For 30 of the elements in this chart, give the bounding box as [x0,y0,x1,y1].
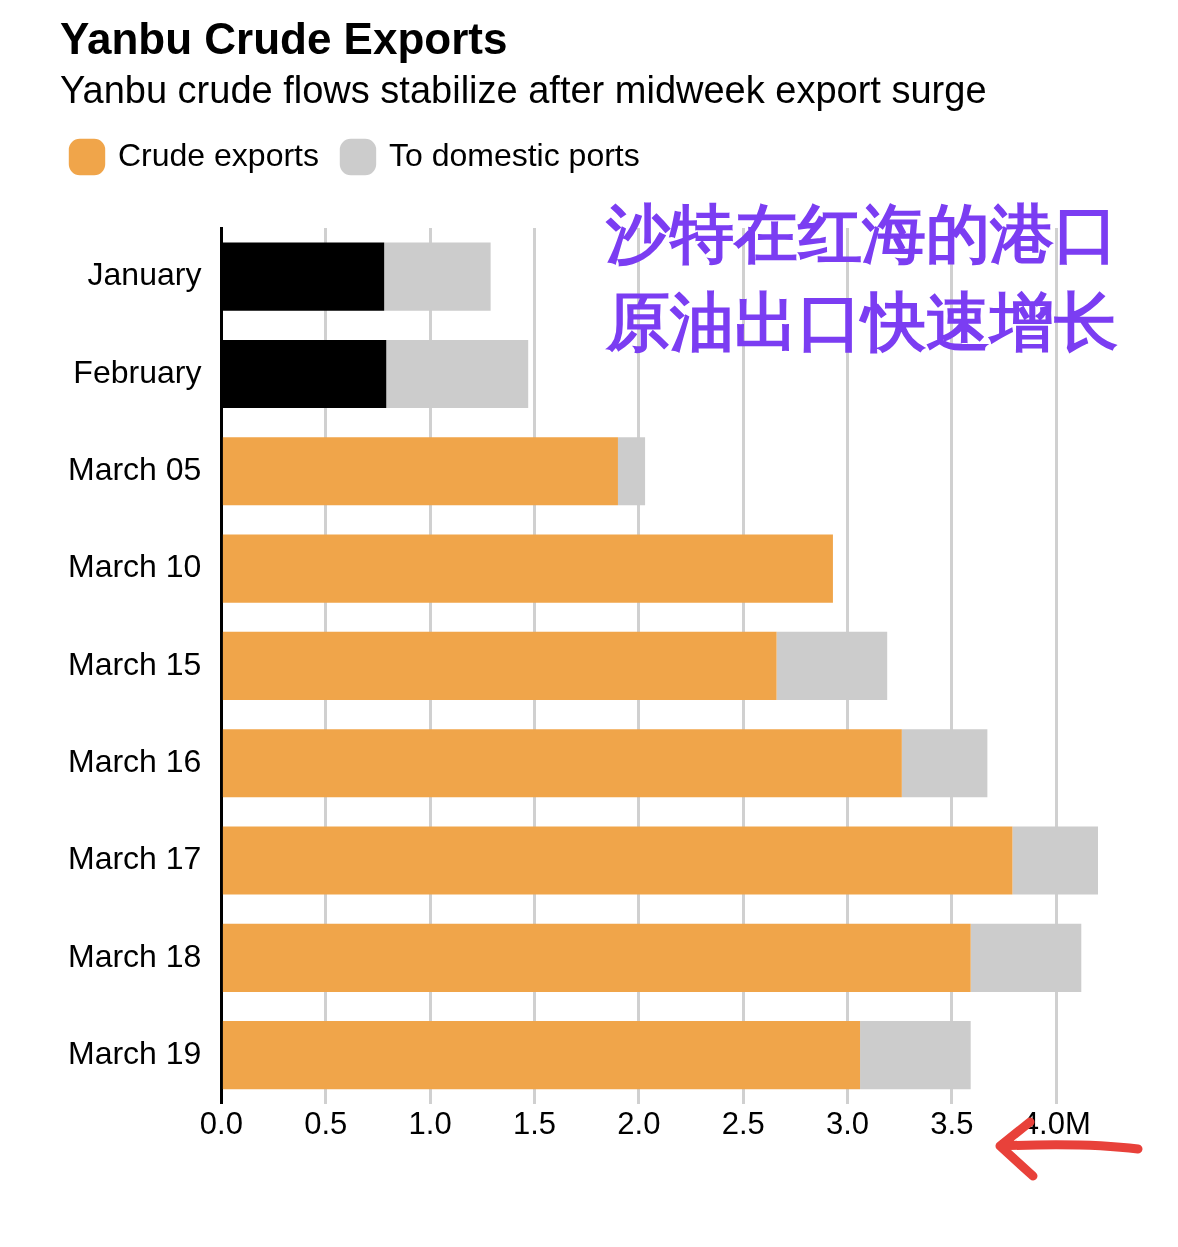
bar [222,437,618,506]
x-tick-label: 0.5 [304,1106,348,1142]
x-tick-label: 0.0 [199,1106,243,1142]
legend-label: Crude exports [118,137,319,174]
bar [222,923,971,993]
bar [222,534,833,603]
y-tick-label: March 05 [68,451,202,488]
bar [222,1021,861,1090]
x-tick-label: 3.5 [930,1106,974,1142]
annotation: 原油出口快速增长 [605,285,1118,358]
legend-label: To domestic ports [388,137,640,174]
y-tick-label: March 17 [68,840,202,877]
bar [222,729,902,798]
chart-title: Yanbu Crude Exports [60,14,509,64]
bar [222,826,1013,895]
x-tick-label: 1.0 [408,1106,452,1142]
x-tick-label: 2.5 [721,1106,765,1142]
y-tick-label: January [87,256,202,293]
y-tick-label: March 18 [68,937,202,974]
y-tick-label: February [73,353,202,390]
y-tick-label: March 15 [68,645,202,682]
y-tick-label: March 19 [68,1035,202,1072]
y-tick-label: March 10 [68,548,202,585]
x-tick-label: 2.0 [617,1106,661,1142]
x-tick-label: 3.0 [825,1106,870,1142]
chart-subtitle: Yanbu crude flows stabilize after midweek export surge [60,68,988,113]
y-tick-label: March 16 [68,743,202,780]
x-tick-label: 1.5 [512,1106,557,1142]
annotation: 沙特在红海的港口 [605,197,1118,270]
bar [222,632,777,701]
